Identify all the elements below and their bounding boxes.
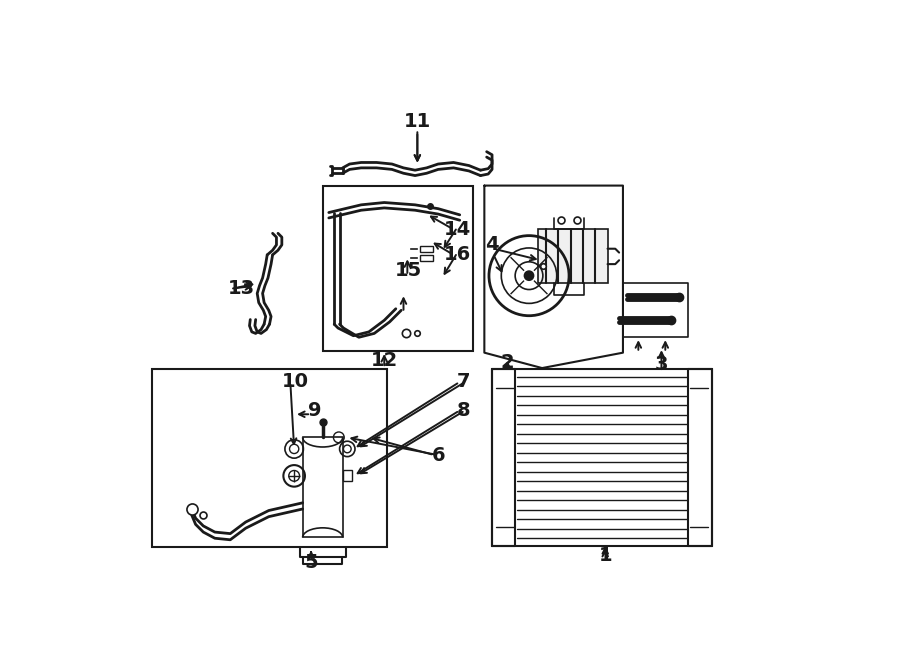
Text: 15: 15 <box>395 261 422 280</box>
Text: 4: 4 <box>485 235 499 254</box>
Text: 8: 8 <box>456 401 471 420</box>
Text: 14: 14 <box>444 220 471 239</box>
Text: 12: 12 <box>371 351 398 370</box>
Text: 10: 10 <box>283 372 310 391</box>
Bar <box>302 438 343 537</box>
Bar <box>420 246 433 252</box>
Text: 16: 16 <box>444 245 471 264</box>
Text: 11: 11 <box>404 112 431 131</box>
Bar <box>343 471 352 481</box>
Bar <box>515 369 688 546</box>
Polygon shape <box>484 186 623 368</box>
Text: 9: 9 <box>308 401 321 420</box>
Bar <box>420 255 433 261</box>
Bar <box>152 369 387 547</box>
Text: 13: 13 <box>229 279 256 298</box>
Text: 5: 5 <box>304 553 318 572</box>
Bar <box>538 229 608 284</box>
Text: 6: 6 <box>431 446 445 465</box>
Text: 7: 7 <box>457 372 471 391</box>
Text: 2: 2 <box>500 353 514 372</box>
Bar <box>322 186 472 351</box>
Text: 1: 1 <box>598 546 612 564</box>
Circle shape <box>524 270 535 281</box>
Bar <box>492 369 712 546</box>
Text: 3: 3 <box>654 355 668 373</box>
